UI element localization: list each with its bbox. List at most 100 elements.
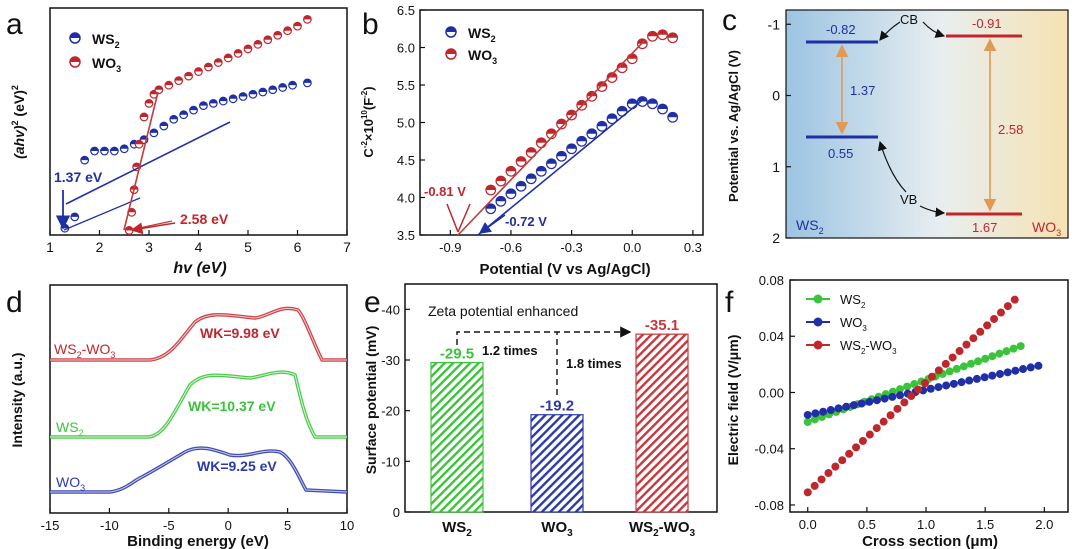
- y-tick-label-e: -40: [381, 302, 400, 317]
- point-ws2-a-fill: [259, 88, 267, 92]
- x-tick-label-a: 1: [46, 239, 54, 255]
- point-combo-f: [996, 308, 1005, 317]
- point-wo3-b-fill: [657, 29, 668, 35]
- point-wo3-f: [872, 396, 881, 405]
- point-wo3-b-fill: [496, 176, 506, 181]
- annotation-wo3-a: 2.58 eV: [180, 211, 229, 227]
- point-ws2-b-fill: [576, 136, 587, 142]
- point-ws2-b-fill: [597, 121, 607, 127]
- point-wo3-a-fill: [135, 140, 143, 145]
- point-ws2-f: [952, 364, 961, 373]
- point-wo3-a-fill: [293, 22, 302, 27]
- point-ws2-b-fill: [516, 181, 526, 187]
- point-combo-f: [852, 443, 861, 452]
- point-ws2-b-fill: [607, 113, 617, 119]
- point-ws2-a-fill: [120, 144, 129, 149]
- panel-letter-d: d: [6, 286, 23, 319]
- legend-marker-combo-f: [813, 340, 823, 350]
- point-combo-f: [941, 359, 950, 368]
- y-tick-label-f: 0.00: [759, 385, 784, 400]
- x-axis-label-a: hv (eV): [173, 260, 226, 277]
- value-ws2-gap: 1.37: [850, 83, 875, 98]
- point-combo-f: [831, 462, 840, 471]
- point-ws2-b-fill: [506, 188, 516, 194]
- legend-marker-wo3-f: [813, 317, 823, 327]
- legend-label-wo3-a: WO3: [92, 55, 121, 74]
- point-wo3-b-fill: [536, 137, 547, 143]
- panel-e: e -40 -30 -20 -10 0 Surface potential (mV) Z…: [363, 283, 718, 539]
- point-combo-f: [948, 353, 957, 362]
- point-ws2-b-fill: [526, 173, 536, 179]
- y-tick-label-c: -1: [768, 16, 781, 32]
- point-ws2-f: [810, 415, 819, 424]
- point-combo-f: [865, 430, 874, 439]
- x-tick-label-d: 0: [225, 518, 232, 533]
- x-tick-label-f: 2.0: [1035, 517, 1053, 532]
- x-tick-label-f: 1.5: [976, 517, 994, 532]
- point-ws2-b-fill: [536, 166, 547, 172]
- point-ws2-a-fill: [169, 115, 178, 120]
- y-axis-label-e: Surface potential (mV): [363, 326, 379, 475]
- panel-letter-f: f: [725, 286, 734, 319]
- point-wo3-a-fill: [234, 49, 242, 54]
- y-tick-label-b: 4.5: [397, 153, 415, 168]
- legend-b: WS2 WO3: [445, 25, 497, 66]
- point-ws2-b-fill: [627, 98, 638, 104]
- y-axis-label-b: C-2×1010(F-2): [360, 86, 376, 157]
- data-points-a: [60, 14, 312, 235]
- point-wo3-f: [949, 379, 958, 388]
- panel-letter-b: b: [362, 8, 379, 41]
- wk-ws2-d: WK=10.37 eV: [188, 398, 276, 414]
- arrow-wo3-a: [130, 222, 176, 235]
- point-ws2-a-fill: [179, 110, 188, 115]
- ticks-b: -0.9 -0.6 -0.3 0.0 0.3 3.5 4.0 4.5 5.0 5.5 6.0 6.5: [397, 3, 702, 255]
- point-ws2-a-fill: [199, 101, 208, 106]
- curve-wo3-d-inner: [50, 447, 348, 493]
- x-axis-label-f: Cross section (μm): [862, 533, 998, 549]
- point-combo-f: [914, 385, 923, 394]
- y-tick-label-b: 5.0: [397, 116, 415, 131]
- y-tick-label-f: -0.04: [754, 442, 784, 457]
- annotation-ws2-b: -0.72 V: [505, 214, 547, 229]
- value-ws2-vb: 0.55: [828, 146, 853, 161]
- point-combo-f: [927, 372, 936, 381]
- point-ws2-f: [1009, 344, 1018, 353]
- data-points-f: [803, 295, 1043, 497]
- wk-combo-d: WK=9.98 eV: [200, 325, 280, 341]
- point-wo3-f: [988, 371, 997, 380]
- point-ws2-a-fill: [110, 147, 119, 152]
- x-tick-label-a: 4: [195, 239, 203, 255]
- point-combo-f: [886, 411, 895, 420]
- point-wo3-a-fill: [204, 63, 213, 68]
- point-ws2-f: [981, 354, 990, 363]
- y-tick-label-e: -10: [381, 454, 400, 469]
- x-tick-label-b: -0.6: [500, 240, 522, 255]
- point-ws2-a-fill: [209, 99, 218, 104]
- legend-f: WS2 WO3 WS2-WO3: [806, 292, 897, 356]
- point-combo-f: [921, 379, 930, 388]
- point-ws2-a-fill: [80, 156, 89, 161]
- point-ws2-b-fill: [566, 143, 577, 149]
- panel-letter-c: c: [722, 4, 737, 37]
- bar-combo-e-label: -35.1: [645, 317, 679, 334]
- point-ws2-f: [1016, 342, 1025, 351]
- arrow-wo3-b-right: [457, 203, 471, 233]
- annotation-ws2-a: 1.37 eV: [54, 169, 103, 185]
- y-tick-label-e: -20: [381, 404, 400, 419]
- x-tick-label-f: 0.0: [799, 517, 817, 532]
- point-ws2-b-fill: [485, 203, 496, 209]
- point-wo3-f: [942, 381, 951, 390]
- point-ws2-b-fill: [667, 112, 678, 118]
- point-wo3-a-fill: [145, 99, 153, 104]
- legend-marker-wo3-a-fill: [70, 57, 80, 62]
- bar-combo-e: [635, 333, 689, 513]
- point-ws2-b-fill: [617, 106, 627, 112]
- point-wo3-a-fill: [244, 45, 252, 49]
- point-wo3-f: [819, 407, 828, 416]
- legend-marker-ws2-a-fill: [70, 33, 80, 38]
- point-combo-f: [962, 340, 971, 349]
- category-wo3-e: WO3: [541, 519, 573, 539]
- point-wo3-f: [803, 410, 812, 419]
- label-combo-d: WS2-WO3: [54, 341, 115, 360]
- panel-f: f 0.0 0.5 1.0 1.5 2.0-0.08-0.040.000.040.08 …: [725, 273, 1069, 549]
